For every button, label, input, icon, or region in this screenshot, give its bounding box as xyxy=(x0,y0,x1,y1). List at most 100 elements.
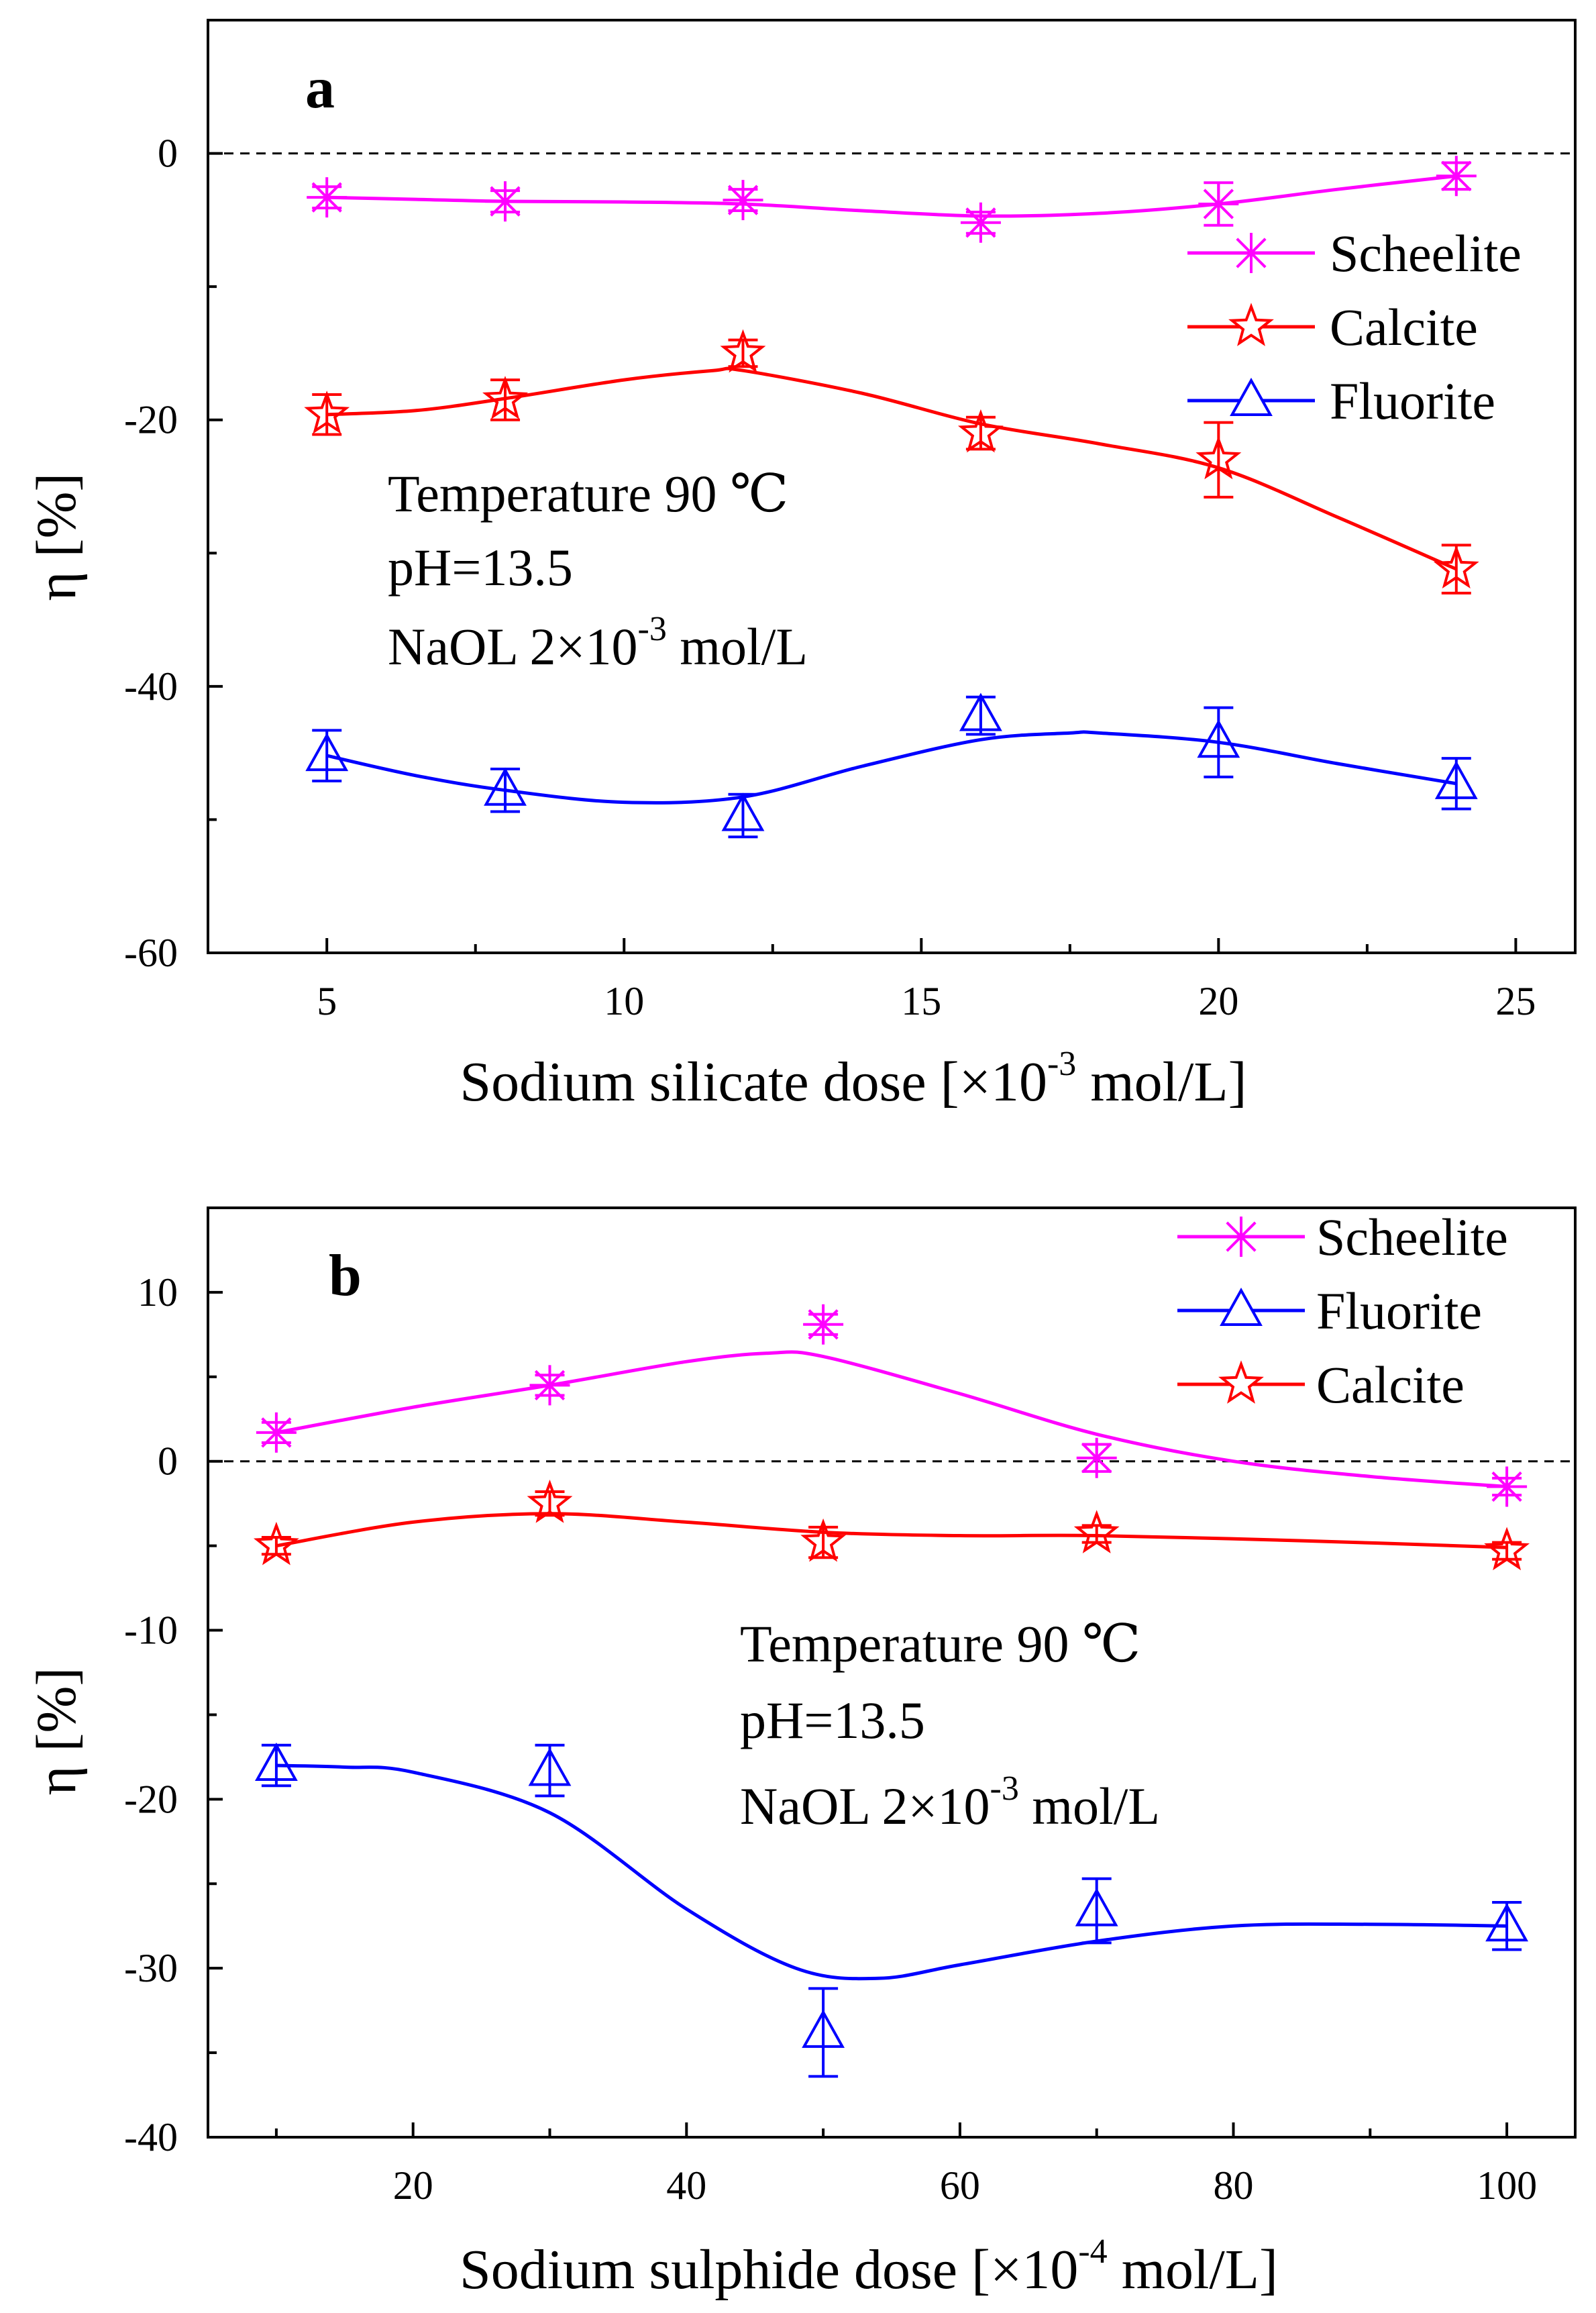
panel-a-calcite-error-bar xyxy=(1204,421,1234,499)
panel-a-scheelite-point xyxy=(1436,156,1477,197)
panel-a: 5 10 15 20 25 0 -20 -40 -60 a Temperature 90 ℃ p… xyxy=(25,19,1577,1113)
panel-b-y-tick-label: 0 xyxy=(158,1439,178,1484)
panel-a-annotation-reagent-exp: -3 xyxy=(638,610,667,648)
panel-b-legend-label-scheelite: Scheelite xyxy=(1316,1208,1508,1266)
panel-a-x-tick-label: 20 xyxy=(1198,979,1238,1023)
panel-b-calcite-point xyxy=(253,1521,299,1565)
panel-b-y-tick-label: 10 xyxy=(138,1270,178,1315)
panel-b-x-axis-title-text: Sodium sulphide dose [×10 xyxy=(460,2239,1078,2301)
panel-b-y-tick-label: -10 xyxy=(124,1608,178,1653)
panel-a-fluorite-point xyxy=(484,767,527,806)
panel-a-fluorite-point xyxy=(1434,760,1478,799)
panel-b-calcite-point xyxy=(800,1518,847,1562)
panel-b-x-tick-label: 40 xyxy=(666,2163,706,2208)
panel-a-scheelite-point xyxy=(723,180,763,221)
panel-b-x-axis-title-unit: mol/L] xyxy=(1108,2239,1278,2301)
panel-b-letter: b xyxy=(329,1243,362,1308)
panel-a-y-tick-label: -60 xyxy=(124,931,178,975)
panel-a-x-tick-label: 15 xyxy=(901,979,941,1023)
panel-a-x-axis-title-exp: -3 xyxy=(1047,1045,1076,1083)
panel-a-legend-symbol-calcite xyxy=(1187,303,1315,346)
panel-b-fluorite-point xyxy=(1075,1888,1118,1926)
panel-a-y-tick-label: -20 xyxy=(124,398,178,442)
panel-b-x-axis-title-exp: -4 xyxy=(1078,2232,1107,2271)
panel-b-legend-symbol-scheelite xyxy=(1177,1217,1305,1257)
panel-b-scheelite-point xyxy=(529,1365,570,1406)
panel-a-legend-symbol-scheelite xyxy=(1187,233,1315,273)
panel-b-x-tick-label: 20 xyxy=(393,2163,433,2208)
panel-b-fluorite-point xyxy=(528,1747,572,1786)
panel-a-fluorite-point xyxy=(1197,719,1240,758)
panel-a-legend-marker-scheelite xyxy=(1231,233,1271,273)
panel-a-legend-label-fluorite: Fluorite xyxy=(1330,372,1495,430)
panel-a-legend-marker-fluorite xyxy=(1230,377,1273,416)
panel-b-fluorite-error-bar xyxy=(808,1987,839,2078)
panel-a-fluorite-error-bar xyxy=(1204,706,1234,778)
panel-b-annotation-reagent: NaOL 2×10-3 mol/L xyxy=(740,1769,1160,1835)
panel-b-legend: Scheelite Fluorite Calcite xyxy=(1177,1208,1508,1414)
panel-b-calcite-point xyxy=(1073,1510,1120,1553)
panel-a-x-axis-title-text: Sodium silicate dose [×10 xyxy=(460,1051,1047,1113)
panel-b-annotation-temperature: Temperature 90 ℃ xyxy=(740,1614,1140,1673)
panel-a-scheelite-series xyxy=(307,156,1477,243)
panel-b-scheelite-point xyxy=(1487,1466,1528,1507)
panel-b-calcite-curve xyxy=(276,1512,1507,1549)
panel-b-legend-label-fluorite: Fluorite xyxy=(1316,1282,1482,1340)
panel-a-calcite-point xyxy=(720,329,766,373)
panel-b-legend-symbol-fluorite xyxy=(1177,1287,1305,1326)
panel-b-legend-symbol-calcite xyxy=(1177,1360,1305,1404)
panel-b-legend-marker-scheelite xyxy=(1221,1217,1261,1257)
panel-a-scheelite-point xyxy=(1198,184,1239,224)
panel-a-y-tick-label: 0 xyxy=(158,132,178,176)
panel-b-calcite-series xyxy=(253,1479,1530,1571)
panel-b-plot-frame xyxy=(207,1206,1577,2139)
panel-b-fluorite-point xyxy=(254,1742,298,1781)
panel-a-calcite-series xyxy=(304,329,1479,595)
panel-a-x-tick-label: 5 xyxy=(317,979,337,1023)
panel-a-calcite-error-bar xyxy=(1441,544,1471,595)
panel-b-annotation-reagent-exp: -3 xyxy=(990,1769,1019,1808)
panel-b-scheelite-series xyxy=(256,1304,1528,1507)
panel-a-x-tick-label: 10 xyxy=(604,979,644,1023)
panel-a-legend-label-calcite: Calcite xyxy=(1330,298,1478,356)
panel-b-calcite-point xyxy=(1484,1527,1530,1571)
panel-b-scheelite-curve xyxy=(276,1350,1507,1488)
panel-b-scheelite-point xyxy=(1076,1437,1117,1478)
panel-b-y-tick-label: -20 xyxy=(124,1777,178,1821)
panel-b-fluorite-error-bar xyxy=(535,1743,565,1798)
panel-a-legend-symbol-fluorite xyxy=(1187,377,1315,416)
panel-b-fluorite-error-bar xyxy=(1492,1900,1522,1951)
panel-a-legend: Scheelite Calcite Fluorite xyxy=(1187,224,1522,430)
panel-b-fluorite-point xyxy=(1485,1903,1529,1942)
panel-b-annotation-ph: pH=13.5 xyxy=(740,1691,925,1749)
panel-a-fluorite-error-bar xyxy=(312,729,342,782)
panel-a-fluorite-point xyxy=(305,733,349,772)
panel-a-calcite-point xyxy=(304,391,350,434)
panel-a-plot-area: 5 10 15 20 25 0 -20 -40 -60 xyxy=(124,19,1577,1023)
panel-b-fluorite-series xyxy=(254,1742,1529,2078)
panel-a-calcite-point xyxy=(1433,545,1479,589)
panel-a-fluorite-series xyxy=(305,692,1478,839)
panel-a-calcite-point xyxy=(482,376,529,419)
panel-b-legend-marker-calcite xyxy=(1218,1360,1264,1404)
panel-a-scheelite-point xyxy=(485,181,525,222)
panel-b-x-axis-title: Sodium sulphide dose [×10-4 mol/L] xyxy=(460,2232,1278,2301)
panel-a-legend-marker-calcite xyxy=(1228,303,1274,346)
panel-a-fluorite-point xyxy=(721,792,765,831)
panel-a-legend-label-scheelite: Scheelite xyxy=(1330,224,1522,282)
panel-a-fluorite-error-bar xyxy=(1441,757,1471,811)
panel-b-calcite-point xyxy=(527,1479,573,1523)
panel-a-annotation-reagent-unit: mol/L xyxy=(667,617,808,676)
panel-b-y-axis-title: η [%] xyxy=(25,1667,88,1796)
panel-b-legend-label-calcite: Calcite xyxy=(1316,1355,1465,1414)
panel-a-scheelite-point xyxy=(960,202,1001,243)
panel-b-x-tick-label: 100 xyxy=(1477,2163,1537,2208)
panel-b-y-tick-label: -30 xyxy=(124,1946,178,1990)
panel-a-fluorite-point xyxy=(959,692,1002,731)
panel-a-x-axis-title: Sodium silicate dose [×10-3 mol/L] xyxy=(460,1045,1246,1113)
panel-a-scheelite-point xyxy=(307,177,348,218)
panel-b-x-tick-label: 80 xyxy=(1214,2163,1254,2208)
